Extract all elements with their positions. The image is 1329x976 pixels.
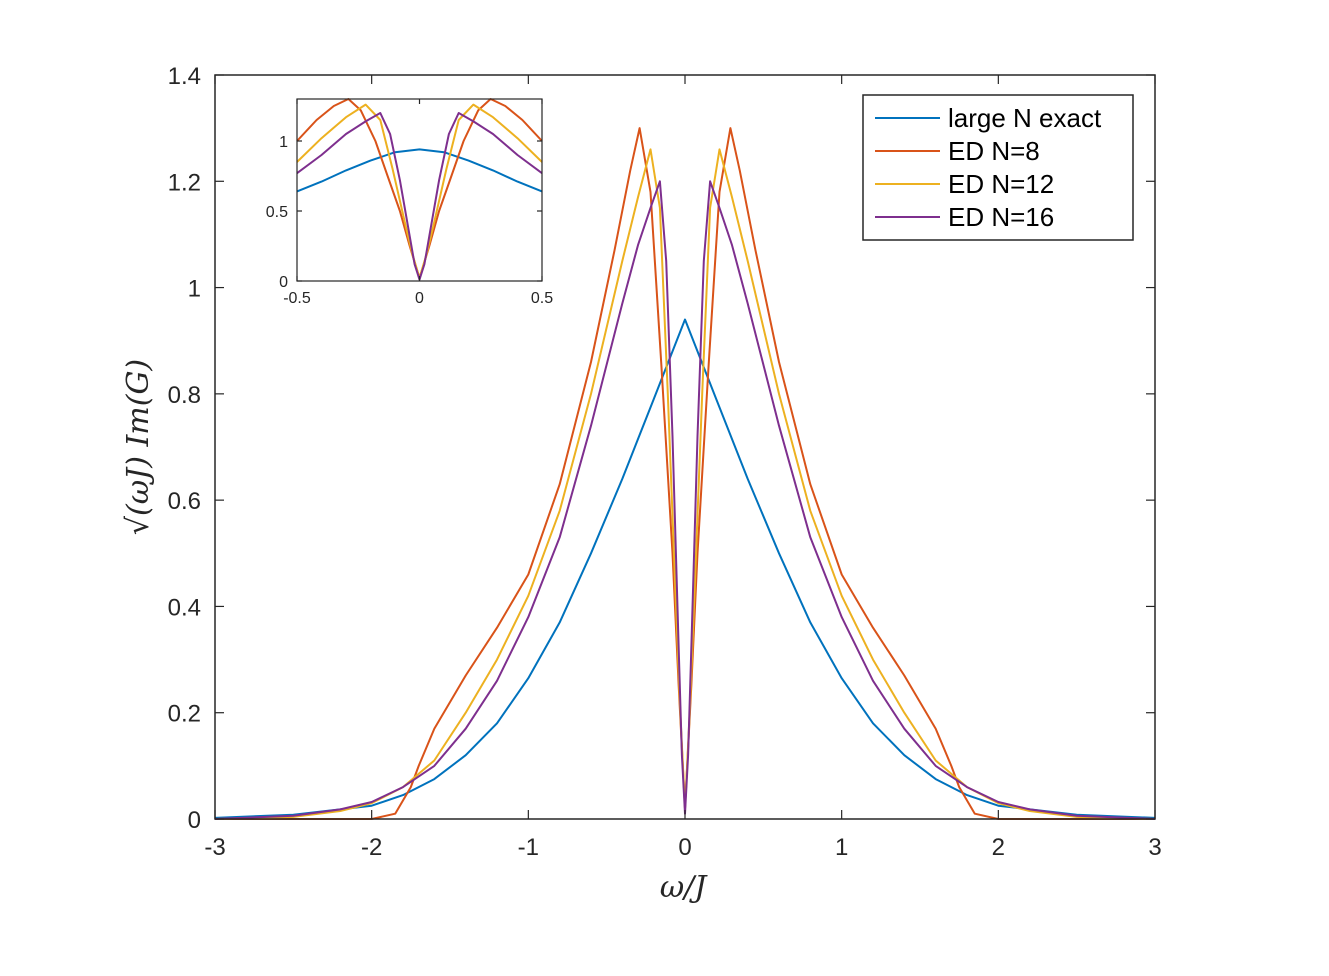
main-y-tick-label: 0.4 xyxy=(168,594,201,621)
main-x-tick-label: 3 xyxy=(1148,834,1161,861)
main-ticks-group: -3 -2 -1 0 1 2 3 0 0.2 0.4 0.6 0.8 1 1.2 1.4 xyxy=(168,63,1162,861)
main-y-tick-label: 0 xyxy=(188,807,201,834)
main-y-tick-label: 1 xyxy=(188,276,201,303)
main-y-tick-label: 0.8 xyxy=(168,382,201,409)
x-axis-label: ω/J xyxy=(660,870,709,905)
legend-label-ed-n8: ED N=8 xyxy=(948,136,1040,166)
inset-x-tick-label: 0 xyxy=(415,290,424,307)
main-x-tick-label: -3 xyxy=(204,834,225,861)
inset-y-tick-label: 1 xyxy=(279,134,288,151)
main-x-tick-label: -1 xyxy=(518,834,539,861)
main-y-tick-label: 0.6 xyxy=(168,488,201,515)
main-y-tick-label: 0.2 xyxy=(168,701,201,728)
main-x-tick-label: 1 xyxy=(835,834,848,861)
main-x-tick-label: 0 xyxy=(678,834,691,861)
legend-label-ed-n16: ED N=16 xyxy=(948,202,1054,232)
legend-box xyxy=(862,94,1134,241)
inset-plot: -0.5 0 0.500.51 xyxy=(266,98,553,307)
inset-x-tick-label: -0.5 xyxy=(283,290,311,307)
main-y-tick-label: 1.4 xyxy=(168,63,201,90)
main-y-tick-label: 1.2 xyxy=(168,169,201,196)
inset-x-tick-label: 0.5 xyxy=(531,290,553,307)
main-x-tick-label: -2 xyxy=(361,834,382,861)
legend-label-large-n: large N exact xyxy=(948,103,1102,133)
y-axis-label: √(ωJ) Im(G) xyxy=(121,359,156,535)
inset-series-line-0 xyxy=(296,148,543,193)
legend-label-ed-n12: ED N=12 xyxy=(948,169,1054,199)
legend: large N exact ED N=8 ED N=12 ED N=16 xyxy=(862,94,1134,241)
main-x-tick-label: 2 xyxy=(992,834,1005,861)
inset-y-tick-label: 0 xyxy=(279,274,288,291)
inset-y-tick-label: 0.5 xyxy=(266,204,288,221)
inset-ticks-group: -0.5 0 0.500.51 xyxy=(266,99,553,307)
inset-plot-area xyxy=(297,99,542,281)
main-series-line-0 xyxy=(214,318,1156,819)
